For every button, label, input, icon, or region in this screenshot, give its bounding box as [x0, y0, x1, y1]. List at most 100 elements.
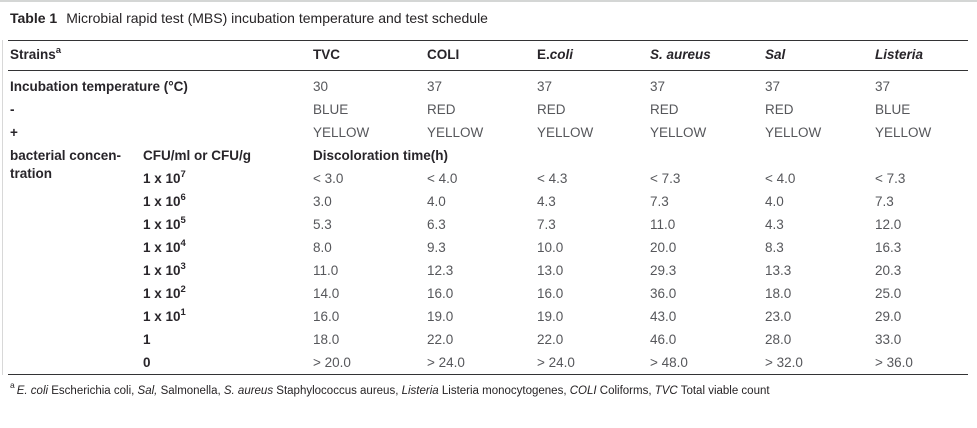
col-header-text: COLI	[427, 47, 460, 62]
col-header-coli: COLI	[427, 41, 537, 71]
strains-header-text: Strains	[10, 47, 56, 62]
discoloration-value-cell: 8.0	[313, 240, 332, 255]
discoloration-value-cell: 10.0	[537, 240, 564, 255]
value-cell: BLUE	[875, 102, 911, 117]
discoloration-value-cell: < 7.3	[650, 171, 681, 186]
discoloration-value-cell: 11.0	[313, 263, 339, 278]
concentration-level-label: 1 x 105	[143, 214, 186, 232]
value-cell: 37	[427, 79, 443, 94]
discoloration-value-cell: 13.0	[537, 263, 564, 278]
discoloration-value-cell: 9.3	[427, 240, 446, 255]
discoloration-value-cell: 14.0	[313, 286, 340, 301]
value-cell: 37	[765, 79, 781, 94]
value-cell: 37	[537, 79, 553, 94]
value-cell: YELLOW	[537, 125, 594, 140]
value-cell: RED	[427, 102, 456, 117]
concentration-level-label: 1 x 107	[143, 168, 186, 186]
discoloration-value-cell: 36.0	[650, 286, 677, 301]
discoloration-value-cell: < 3.0	[313, 171, 344, 186]
discoloration-value-cell: < 4.0	[427, 171, 458, 186]
footnote-definition: Listeria monocytogenes,	[438, 385, 570, 397]
discoloration-value-cell: 20.0	[650, 240, 677, 255]
col-header-text: TVC	[313, 47, 341, 62]
discoloration-value-cell: 16.0	[427, 286, 454, 301]
value-cell: YELLOW	[313, 125, 370, 140]
discoloration-value-cell: < 4.0	[765, 171, 796, 186]
concentration-level-label: 1 x 104	[143, 237, 186, 255]
table-caption-text: Microbial rapid test (MBS) incubation te…	[66, 10, 488, 26]
discoloration-value-cell: 16.3	[875, 240, 902, 255]
footnote-sup: a	[10, 380, 15, 391]
discoloration-value-cell: > 36.0	[875, 355, 913, 370]
discoloration-value-cell: 28.0	[765, 332, 792, 347]
col-header-text: E.	[537, 47, 550, 62]
discoloration-value-cell: > 20.0	[313, 355, 351, 370]
discoloration-value-cell: 25.0	[875, 286, 902, 301]
discoloration-value-cell: > 24.0	[537, 355, 575, 370]
concentration-level-label: 1 x 103	[143, 260, 186, 278]
concentration-level-label: 1 x 102	[143, 283, 186, 301]
value-cell: RED	[765, 102, 794, 117]
cfu-unit-header: CFU/ml or CFU/g	[143, 148, 251, 163]
mbs-table: Strainsa TVC COLI E.coli S. aureus Sal L…	[8, 40, 969, 375]
concentration-level-label: 1	[143, 332, 151, 347]
footnote-abbrev: Listeria	[401, 385, 439, 397]
footnote-abbrev: COLI	[569, 385, 597, 397]
value-cell: YELLOW	[650, 125, 707, 140]
discoloration-value-cell: 22.0	[427, 332, 454, 347]
exponent: 6	[180, 191, 186, 203]
exponent: 1	[180, 306, 186, 318]
discoloration-value-cell: 4.0	[765, 194, 784, 209]
col-header-listeria: Listeria	[875, 41, 968, 71]
header-row: Strainsa TVC COLI E.coli S. aureus Sal L…	[8, 40, 969, 71]
footnote-abbrev: E. coli	[16, 385, 49, 397]
value-cell: BLUE	[313, 102, 349, 117]
discoloration-value-cell: < 7.3	[875, 171, 906, 186]
discoloration-value-cell: 4.3	[765, 217, 784, 232]
footnote-abbrev: Sal,	[137, 385, 158, 397]
discoloration-value-cell: 23.0	[765, 309, 792, 324]
discoloration-value-cell: 20.3	[875, 263, 902, 278]
footnote-abbrev: TVC	[654, 385, 678, 397]
discoloration-value-cell: 13.3	[765, 263, 792, 278]
discoloration-value-cell: 18.0	[313, 332, 340, 347]
incubation-temperature-row: Incubation temperature (°C) 30 37 37 37 …	[8, 71, 968, 99]
footnote-definition: Staphylococcus aureus,	[273, 385, 402, 397]
footnote-abbrev: S. aureus	[223, 385, 274, 397]
footnote-definition: Escherichia coli,	[48, 385, 138, 397]
discoloration-value-cell: 12.3	[427, 263, 454, 278]
col-header-italic: coli	[549, 47, 574, 62]
discoloration-value-cell: > 32.0	[765, 355, 803, 370]
concentration-row: 1 x 104 8.0 9.3 10.0 20.0 8.3 16.3	[8, 236, 968, 259]
discoloration-value-cell: 3.0	[313, 194, 332, 209]
discoloration-value-cell: 4.0	[427, 194, 446, 209]
col-header-italic: Listeria	[875, 47, 924, 62]
table-caption-label: Table 1	[10, 10, 58, 26]
scan-artifact-top	[0, 0, 977, 2]
discoloration-value-cell: 12.0	[875, 217, 902, 232]
discoloration-value-cell: 8.3	[765, 240, 784, 255]
value-cell: YELLOW	[875, 125, 932, 140]
discoloration-value-cell: > 24.0	[427, 355, 465, 370]
concentration-level-label: 1 x 106	[143, 191, 186, 209]
positive-result-row: + YELLOW YELLOW YELLOW YELLOW YELLOW YEL…	[8, 121, 968, 144]
concentration-level-label: 1 x 101	[143, 306, 186, 324]
concentration-row: 1 x 102 14.0 16.0 16.0 36.0 18.0 25.0	[8, 282, 968, 305]
discoloration-value-cell: 6.3	[427, 217, 446, 232]
bacterial-concentration-label: bacterial concen- tration	[10, 148, 122, 181]
discoloration-value-cell: 29.3	[650, 263, 677, 278]
row-label: Incubation temperature (°C)	[10, 79, 188, 94]
discoloration-value-cell: 19.0	[537, 309, 564, 324]
discoloration-value-cell: > 48.0	[650, 355, 688, 370]
value-cell: YELLOW	[765, 125, 822, 140]
concentration-row: 1 x 105 5.3 6.3 7.3 11.0 4.3 12.0	[8, 213, 968, 236]
discoloration-value-cell: 5.3	[313, 217, 332, 232]
exponent: 3	[180, 260, 186, 272]
concentration-level-label: 0	[143, 355, 151, 370]
discoloration-value-cell: 16.0	[313, 309, 340, 324]
concentration-row: 1 x 101 16.0 19.0 19.0 43.0 23.0 29.0	[8, 305, 968, 328]
footnote-definition: Salmonella,	[157, 385, 224, 397]
value-cell: 37	[650, 79, 666, 94]
exponent: 5	[180, 214, 186, 226]
